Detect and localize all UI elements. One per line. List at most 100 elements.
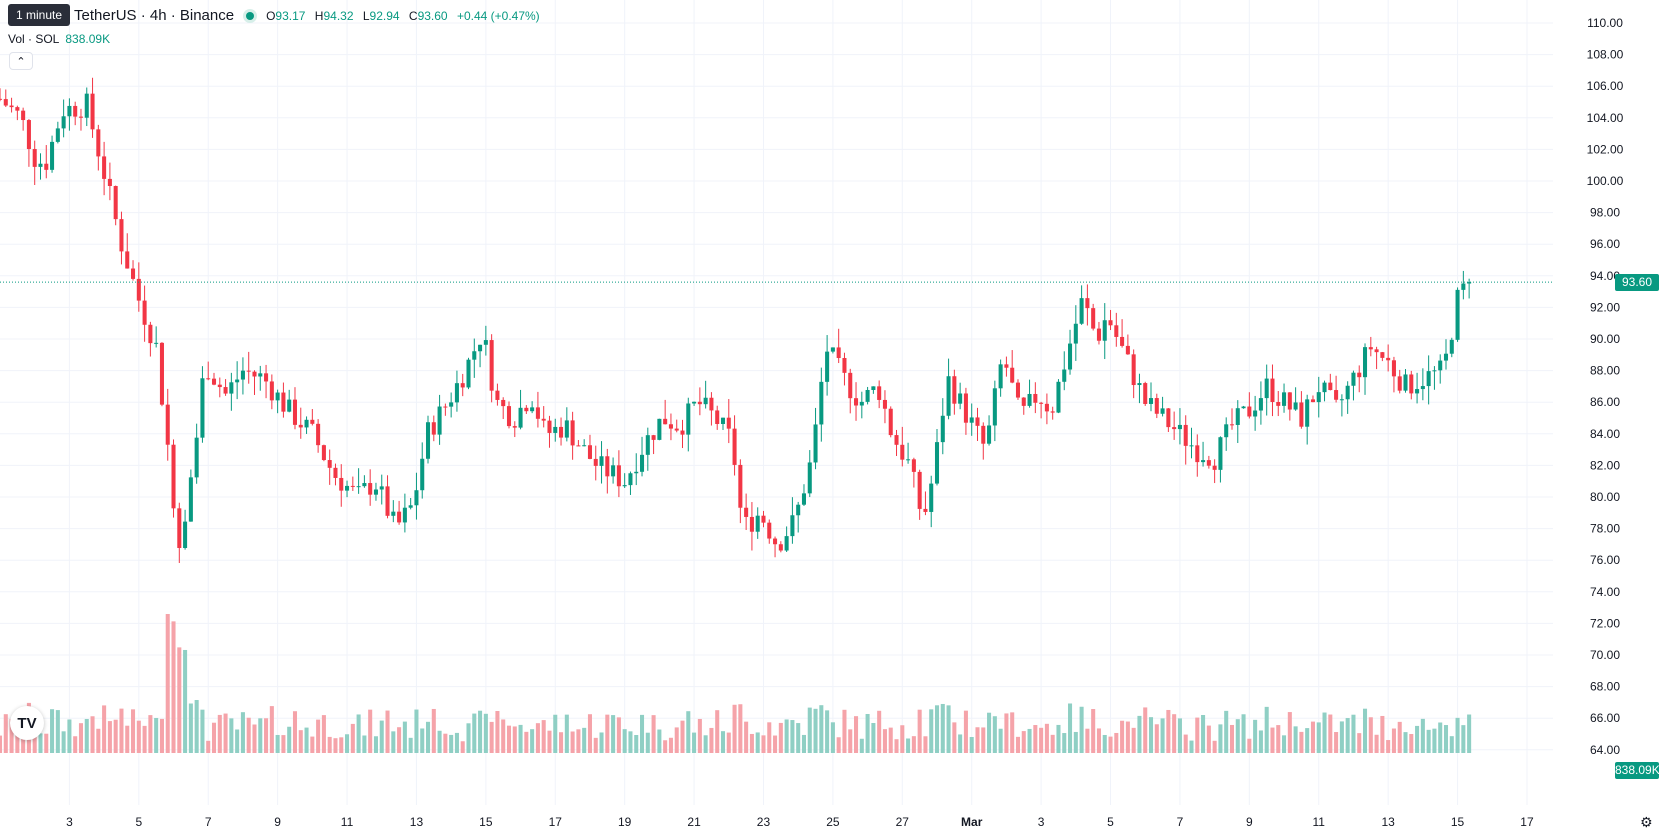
volume-bar xyxy=(310,736,315,753)
candle-body xyxy=(749,516,754,532)
candle-body xyxy=(258,373,263,377)
candle-body xyxy=(229,382,234,394)
volume-bar xyxy=(1154,724,1159,753)
volume-bar xyxy=(1328,714,1333,753)
volume-bar xyxy=(119,708,124,753)
volume-bar xyxy=(1293,726,1298,753)
volume-legend: Vol · SOL 838.09K xyxy=(8,32,110,46)
tradingview-logo-icon[interactable]: TV xyxy=(10,706,44,740)
price-axis[interactable]: 110.00 108.00 106.00 104.00 102.00 100.00 98.0… xyxy=(1587,16,1624,757)
candle-body xyxy=(3,99,8,106)
volume-bar xyxy=(703,735,708,753)
volume-bar xyxy=(871,723,876,753)
volume-bar xyxy=(830,722,835,753)
volume-bar xyxy=(749,733,754,753)
candle-body xyxy=(1293,402,1298,410)
volume-bar xyxy=(1322,712,1327,753)
volume-bar xyxy=(1189,740,1194,753)
volume-bar xyxy=(466,723,471,753)
candle-body xyxy=(587,445,592,459)
candle-body xyxy=(90,93,95,130)
candle-body xyxy=(165,404,170,445)
time-axis[interactable]: 3 5 7 9 11 13 15 17 19 21 23 25 27 Mar 3 5 7 9 11 13 15 17 xyxy=(66,815,1534,829)
volume-bar xyxy=(1102,734,1107,753)
candle-body xyxy=(512,426,517,428)
candle-body xyxy=(1148,398,1154,404)
candle-body xyxy=(298,424,303,428)
candle-body xyxy=(460,383,465,388)
candle-body xyxy=(385,486,390,516)
volume-bar xyxy=(1368,717,1373,753)
price-tick-label: 74.00 xyxy=(1590,585,1620,599)
candle-body xyxy=(1183,424,1188,446)
volume-bar xyxy=(622,729,627,753)
candle-body xyxy=(882,399,887,409)
volume-bar xyxy=(489,721,494,753)
chevron-up-icon: ⌃ xyxy=(16,55,26,68)
symbol-title[interactable]: TetherUS · 4h · Binance xyxy=(74,7,235,24)
candle-body xyxy=(1420,386,1425,390)
volume-bar xyxy=(449,734,454,753)
volume-bar xyxy=(813,708,818,753)
candle-body xyxy=(345,485,350,491)
market-status-icon[interactable] xyxy=(246,11,255,20)
candle-body xyxy=(576,445,581,447)
candle-body xyxy=(1201,460,1206,463)
volume-bar xyxy=(1131,727,1136,753)
candle-body xyxy=(1415,389,1420,394)
candle-body xyxy=(501,399,506,407)
volume-bar xyxy=(1310,721,1315,753)
volume-bar xyxy=(975,727,980,753)
volume-bar xyxy=(1334,732,1339,753)
candle-body xyxy=(859,401,864,406)
candle-body xyxy=(1021,397,1026,406)
volume-bar xyxy=(1160,718,1165,753)
candle-body xyxy=(15,107,20,111)
volume-bar xyxy=(998,728,1003,753)
candle-body xyxy=(1461,283,1466,290)
candles xyxy=(0,77,1472,563)
candle-body xyxy=(813,424,818,463)
candle-body xyxy=(264,373,269,382)
volume-bar xyxy=(790,720,795,753)
volume-bar xyxy=(316,719,321,753)
candle-body xyxy=(1131,354,1136,386)
candle-body xyxy=(819,381,824,425)
candle-body xyxy=(1397,376,1402,391)
volume-bar xyxy=(1224,710,1229,753)
candle-body xyxy=(732,428,737,465)
volume-bar xyxy=(159,718,164,753)
volume-bar xyxy=(1206,725,1211,753)
volume-bar xyxy=(171,621,176,753)
candle-body xyxy=(159,342,164,405)
candle-body xyxy=(44,163,49,170)
candle-body xyxy=(726,417,731,429)
candle-body xyxy=(125,251,130,269)
time-tick-label: 11 xyxy=(341,815,354,829)
volume-bar xyxy=(1362,708,1368,753)
candle-body xyxy=(790,515,795,537)
price-tick-label: 106.00 xyxy=(1587,79,1624,93)
candle-body xyxy=(142,300,147,325)
candle-body xyxy=(564,420,569,438)
candle-body xyxy=(466,359,471,388)
price-tick-label: 68.00 xyxy=(1590,680,1620,694)
candle-body xyxy=(327,460,332,468)
candle-body xyxy=(1380,352,1385,358)
price-tick-label: 86.00 xyxy=(1590,395,1620,409)
price-tick-label: 94.00 xyxy=(1590,269,1620,283)
volume-bar xyxy=(304,727,309,753)
candle-body xyxy=(1044,403,1049,412)
volume-bar xyxy=(697,718,702,753)
volume-bar xyxy=(385,710,390,753)
volume-bar xyxy=(1357,733,1362,753)
gear-icon[interactable]: ⚙ xyxy=(1640,814,1653,830)
candle-body xyxy=(1432,370,1437,372)
candle-body xyxy=(535,407,540,419)
candle-body xyxy=(639,454,645,472)
volume-bar xyxy=(535,723,540,753)
time-tick-label: 9 xyxy=(1246,815,1253,829)
volume-bar xyxy=(246,717,251,753)
collapse-legend-button[interactable]: ⌃ xyxy=(9,52,33,70)
